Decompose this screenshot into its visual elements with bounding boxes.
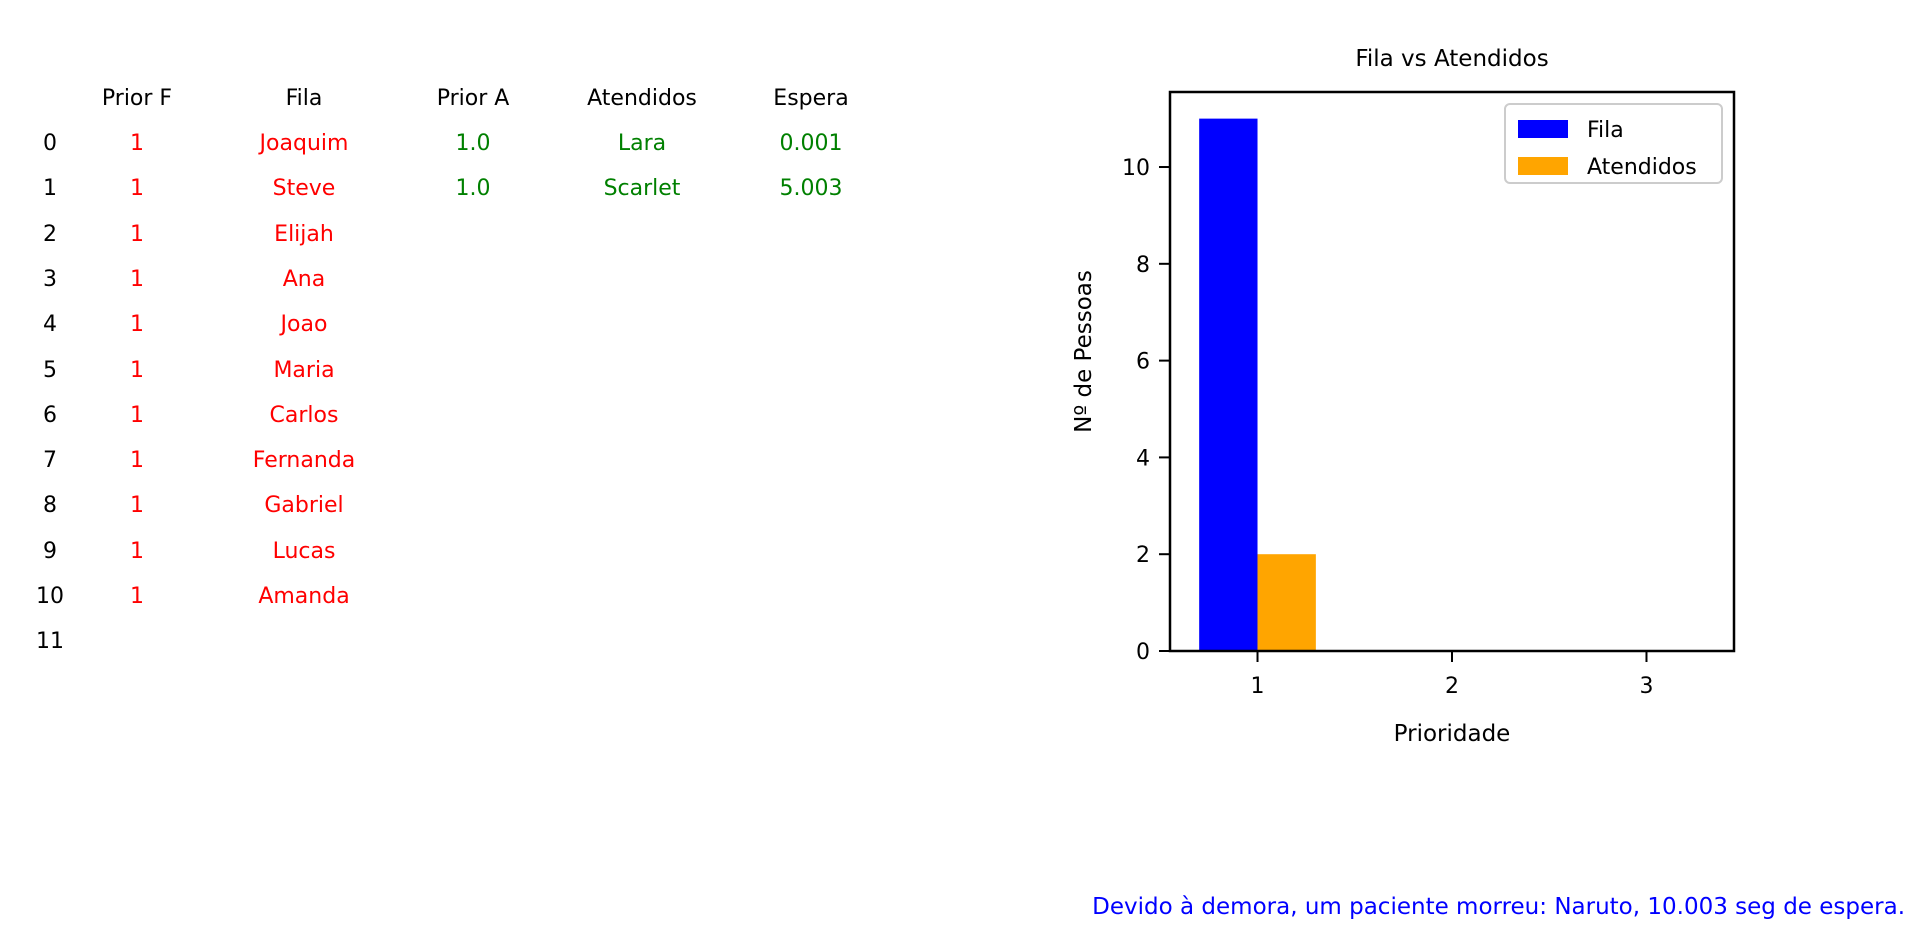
y-tick-label: 8 [1136,253,1150,278]
cell-prior-f: 1 [130,538,144,564]
row-index: 7 [43,448,57,474]
cell-fila: Lucas [272,538,336,564]
column-header: Fila [285,86,323,111]
y-tick-label: 0 [1136,640,1150,665]
legend-label-atendidos: Atendidos [1587,155,1697,180]
cell-prior-f: 1 [130,312,144,338]
cell-fila: Fernanda [252,448,356,474]
legend-swatch-fila [1518,120,1568,138]
cell-prior-f: 1 [130,584,144,609]
cell-prior-f: 1 [130,266,144,292]
row-index: 9 [43,538,57,564]
column-header: Prior A [436,86,510,111]
cell-fila: Joao [280,312,328,338]
y-tick-label: 4 [1136,446,1150,471]
y-tick-label: 6 [1136,350,1150,375]
bar-atendidos-1 [1257,554,1316,651]
row-index: 2 [43,221,57,247]
cell-espera: 5.003 [779,176,843,202]
cell-fila: Elijah [274,221,334,247]
cell-prior-f: 1 [130,221,144,247]
x-tick-label: 3 [1639,674,1653,699]
cell-fila: Ana [282,266,326,292]
cell-prior-f: 1 [130,357,144,383]
row-index: 0 [43,131,57,156]
cell-prior-a: 1.0 [455,131,491,156]
row-index: 8 [43,493,57,519]
row-index: 5 [43,357,57,383]
cell-fila: Joaquim [259,131,349,156]
cell-fila: Steve [272,176,336,202]
cell-prior-f: 1 [130,131,144,156]
x-axis-label: Prioridade [1394,721,1511,747]
legend-swatch-atendidos [1518,157,1568,175]
cell-prior-f: 1 [130,493,144,519]
death-message: Devido à demora, um paciente morreu: Nar… [1092,894,1905,920]
cell-fila: Gabriel [264,493,344,519]
cell-fila: Maria [273,357,335,383]
column-header: Espera [773,86,849,111]
legend-label-fila: Fila [1587,118,1624,143]
bar-fila-1 [1199,118,1258,652]
y-tick-label: 10 [1122,156,1150,181]
x-tick-label: 2 [1445,674,1459,699]
cell-prior-a: 1.0 [455,176,491,202]
row-index: 10 [36,584,64,609]
cell-atendido: Lara [617,131,667,156]
row-index: 6 [43,402,57,428]
cell-prior-f: 1 [130,448,144,474]
cell-fila: Carlos [269,402,339,428]
row-index: 11 [36,629,64,655]
y-axis-label: Nº de Pessoas [1071,270,1097,433]
cell-fila: Amanda [258,584,350,609]
chart-title: Fila vs Atendidos [1355,46,1548,72]
row-index: 4 [43,312,57,338]
row-index: 1 [43,176,57,202]
cell-prior-f: 1 [130,402,144,428]
row-index: 3 [43,266,57,292]
cell-atendido: Scarlet [603,176,681,202]
y-tick-label: 2 [1136,543,1150,568]
x-tick-label: 1 [1251,674,1265,699]
column-header: Atendidos [587,86,697,111]
cell-prior-f: 1 [130,176,144,202]
column-header: Prior F [101,86,173,111]
cell-espera: 0.001 [779,131,843,156]
